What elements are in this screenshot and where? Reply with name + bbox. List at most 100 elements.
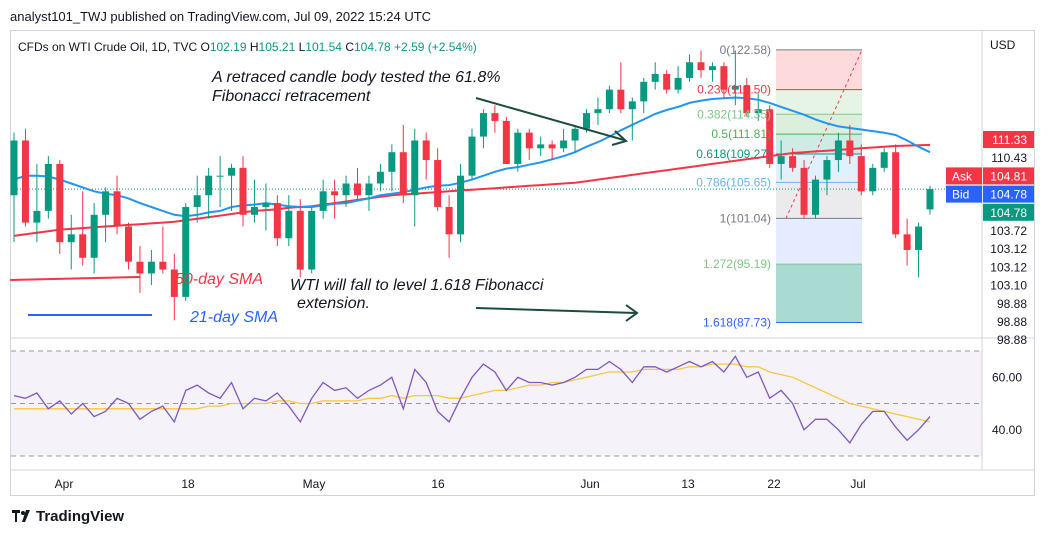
candle-body — [560, 140, 568, 149]
candle-body — [67, 234, 75, 243]
candle-body — [44, 163, 52, 211]
candle-body — [56, 163, 64, 243]
price-tag-badge — [946, 167, 982, 185]
candle-body — [457, 175, 465, 235]
candle-body — [514, 132, 522, 164]
candle-body — [926, 189, 934, 210]
price-axis-label: 98.88 — [997, 333, 1027, 347]
fib-trend-line — [785, 49, 863, 219]
candle-body — [273, 203, 281, 239]
publisher-line: analyst101_TWJ published on TradingView.… — [10, 9, 432, 24]
candle-body — [331, 191, 339, 196]
fib-zone — [776, 264, 862, 323]
candle-body — [548, 144, 556, 149]
chart-frame[interactable] — [10, 30, 1035, 496]
fib-label: 0(122.58) — [720, 43, 771, 57]
price-axis-label: 104.81 — [990, 169, 1027, 183]
candle-body — [182, 206, 190, 297]
candle-body — [571, 128, 579, 141]
candle-body — [605, 89, 613, 110]
fib-label: 1.618(87.73) — [703, 315, 771, 329]
legend-part: CFDs on WTI Crude Oil, 1D, TVC — [18, 40, 200, 54]
candle-body — [697, 62, 705, 71]
price-axis-badge — [983, 203, 1034, 221]
candle-body — [731, 85, 739, 90]
legend-part: C — [345, 40, 354, 54]
candle-body — [892, 152, 900, 235]
candle-body — [823, 160, 831, 180]
fib-zone — [776, 114, 862, 135]
price-axis-label: 103.12 — [990, 260, 1027, 274]
candle-body — [651, 74, 659, 82]
candle-body — [674, 77, 682, 90]
candle-body — [216, 175, 224, 177]
fib-label: 1.272(95.19) — [703, 257, 771, 271]
candle-body — [640, 81, 648, 102]
candle-body — [147, 261, 155, 274]
legend-part: L — [299, 40, 306, 54]
price-axis-label: 111.33 — [992, 133, 1027, 147]
candle-body — [789, 156, 797, 168]
candle-body — [125, 226, 132, 262]
fib-label: 0.618(109.27) — [696, 147, 771, 161]
candle-body — [846, 140, 854, 157]
candle-body — [720, 66, 728, 90]
annotation-top-line2: Fibonacci retracement — [212, 88, 371, 105]
candle-body — [296, 210, 304, 270]
candle-body — [754, 109, 762, 114]
candle-body — [468, 136, 476, 176]
candle-body — [102, 191, 110, 215]
candle-body — [262, 203, 270, 207]
tradingview-logo-icon — [12, 509, 32, 522]
time-axis-label: 18 — [181, 477, 195, 491]
annotation-arrow-top — [475, 97, 625, 141]
candle-body — [525, 132, 533, 149]
candle-body — [583, 113, 590, 129]
candle-body — [628, 101, 636, 110]
candle-body — [594, 109, 602, 114]
candle-body — [834, 140, 842, 161]
candle-body — [308, 210, 316, 270]
candle-body — [113, 191, 121, 227]
candle-body — [205, 175, 213, 196]
candle-body — [159, 261, 167, 270]
candle-body — [743, 85, 751, 114]
tradingview-logo[interactable]: TradingView — [12, 508, 124, 525]
rsi-axis-label: 60.00 — [992, 370, 1022, 384]
candle-body — [617, 89, 625, 110]
candle-body — [33, 210, 41, 223]
time-axis-label: Jul — [850, 477, 865, 491]
fib-label: 0.5(111.81) — [711, 127, 771, 141]
candle-body — [228, 167, 236, 176]
annotation-bottom-line2: extension. — [297, 295, 370, 312]
sma50-legend-swatch — [9, 276, 141, 281]
annotation-arrowhead-top — [611, 130, 629, 146]
fib-label: 0.786(105.65) — [696, 175, 771, 189]
legend-part: +2.59 (+2.54%) — [394, 40, 477, 54]
price-axis-label: 103.12 — [990, 242, 1027, 256]
candle-body — [388, 152, 396, 172]
ohlc-legend: CFDs on WTI Crude Oil, 1D, TVC O102.19 H… — [18, 40, 477, 54]
candle-body — [342, 183, 350, 196]
candle-body — [777, 156, 785, 164]
candle-body — [812, 179, 819, 215]
candle-body — [170, 269, 178, 297]
sma21-line — [13, 96, 931, 218]
candle-body — [915, 226, 923, 250]
candle-body — [708, 66, 716, 71]
candle-body — [376, 171, 384, 184]
sma50-label: 50-day SMA — [175, 271, 263, 288]
annotation-bottom-line1: WTI will fall to level 1.618 Fibonacci — [290, 277, 544, 294]
fib-zone — [776, 218, 862, 265]
price-axis-badge — [983, 185, 1034, 203]
candle-body — [90, 214, 98, 258]
candle-body — [365, 183, 373, 196]
candle-body — [479, 113, 487, 137]
candle-body — [239, 167, 247, 215]
price-axis-label: 103.10 — [990, 279, 1027, 293]
candle-body — [193, 195, 201, 207]
candle-body — [445, 206, 453, 235]
legend-part: H — [250, 40, 259, 54]
time-axis-label: 22 — [767, 477, 781, 491]
